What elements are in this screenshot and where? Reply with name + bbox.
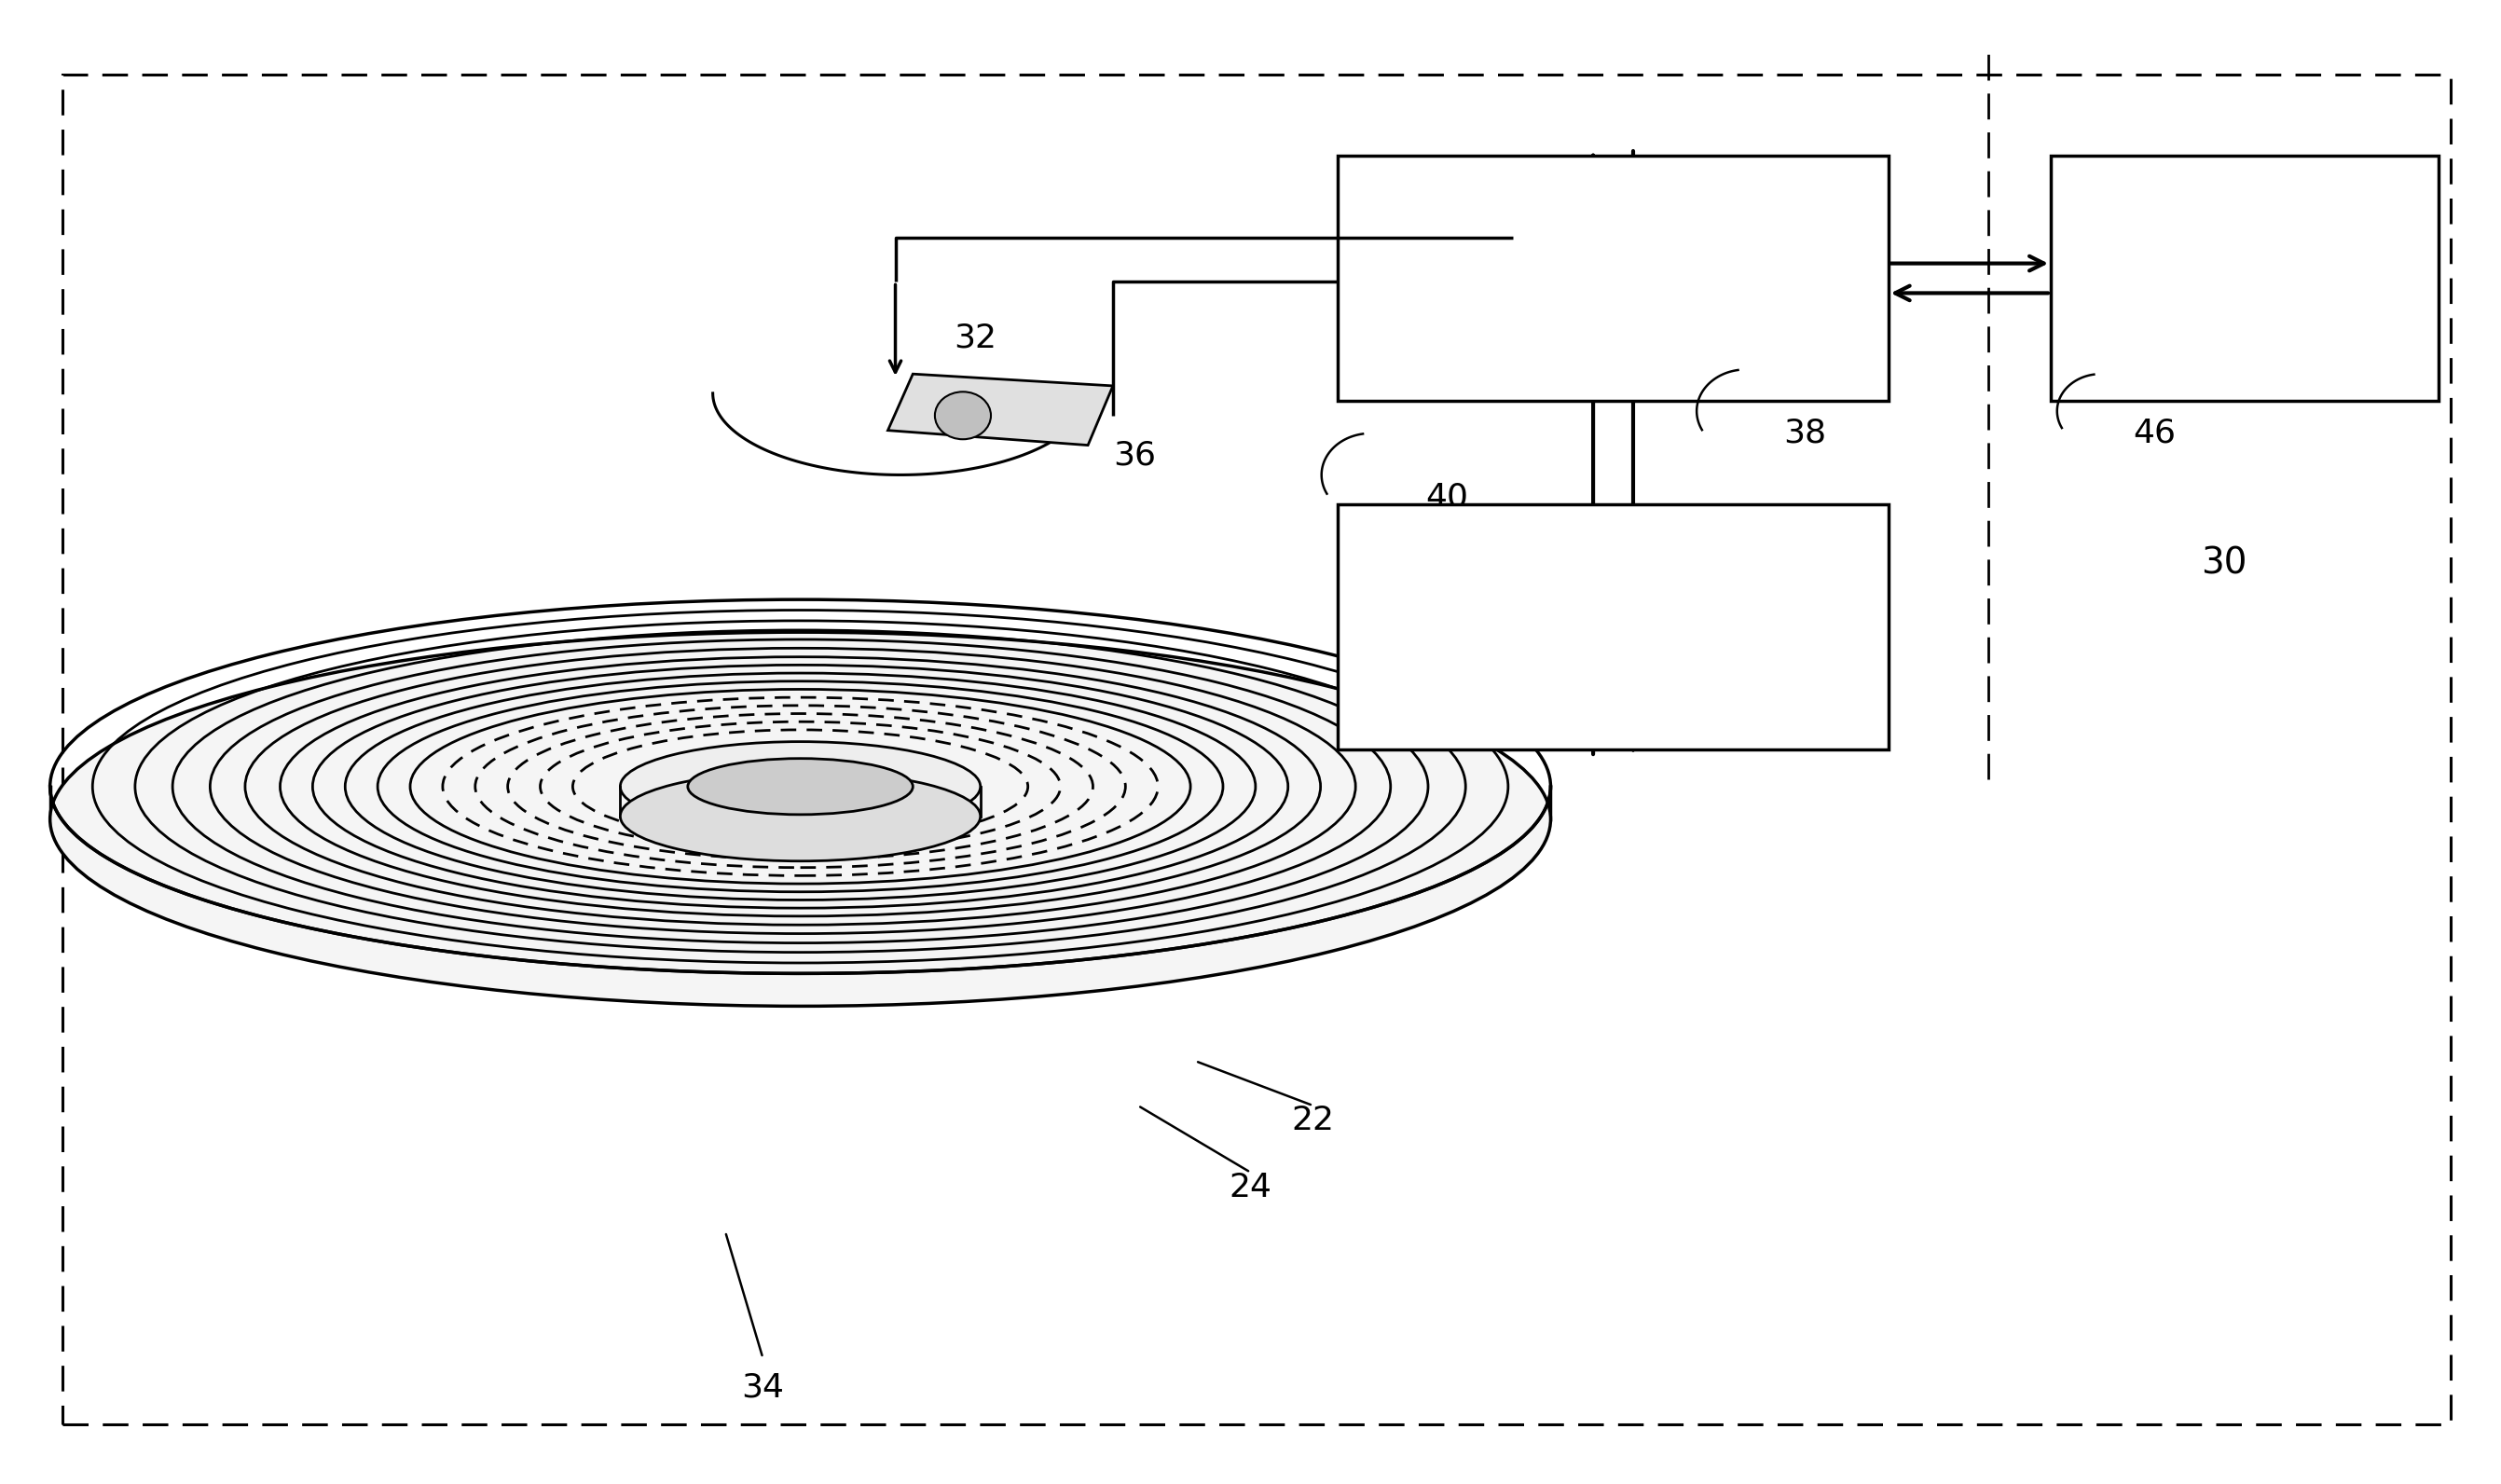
Text: 36: 36	[1113, 439, 1155, 472]
Ellipse shape	[620, 742, 980, 831]
Polygon shape	[888, 374, 1113, 445]
Text: 34: 34	[740, 1371, 785, 1404]
Text: Controls: Controls	[1523, 258, 1703, 298]
Text: 32: 32	[953, 322, 998, 355]
Text: 40: 40	[1426, 481, 1468, 513]
Bar	[1338, 156, 1888, 401]
Text: 22: 22	[1291, 1104, 1336, 1137]
Text: 30: 30	[2201, 546, 2246, 582]
Ellipse shape	[688, 758, 913, 815]
Text: 46: 46	[2133, 417, 2176, 450]
Ellipse shape	[620, 772, 980, 861]
Bar	[2051, 156, 2438, 401]
Text: 38: 38	[1783, 417, 1826, 450]
Bar	[1338, 505, 1888, 749]
Ellipse shape	[935, 392, 990, 439]
Text: 24: 24	[1228, 1171, 1273, 1204]
Text: Host: Host	[2196, 258, 2293, 298]
Ellipse shape	[50, 632, 1551, 1006]
Text: Memory: Memory	[1526, 607, 1701, 647]
